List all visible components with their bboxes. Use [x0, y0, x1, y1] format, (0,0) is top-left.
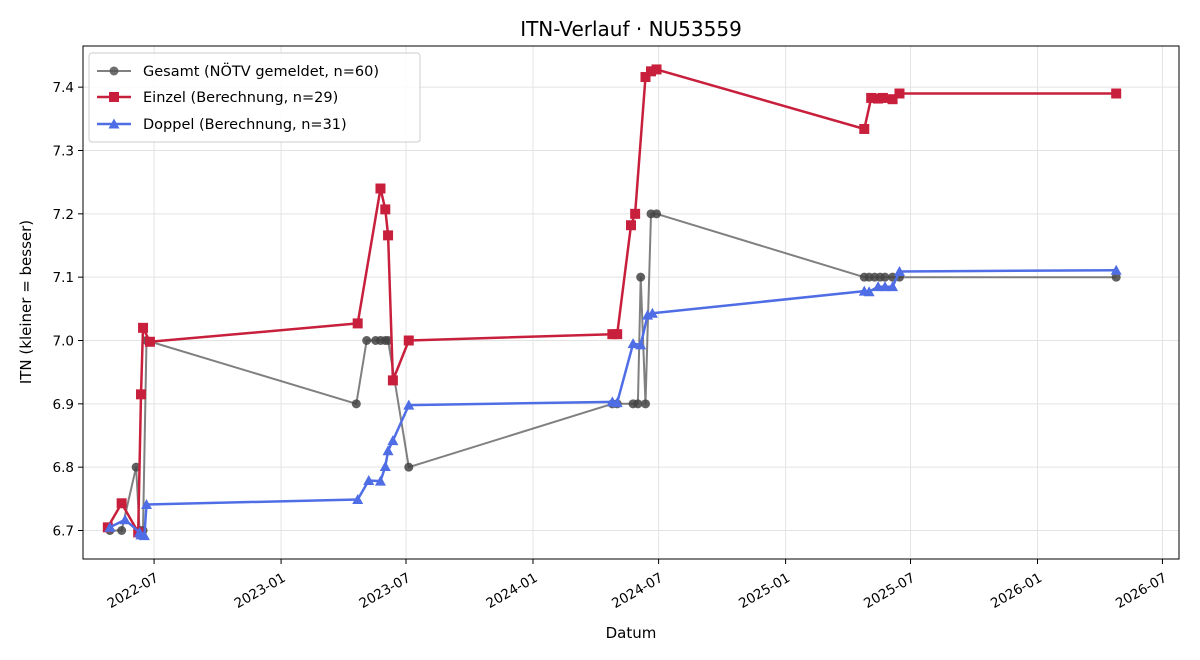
data-point-einzel — [877, 92, 888, 103]
data-point-einzel — [894, 88, 905, 99]
data-point-gesamt — [117, 526, 127, 535]
legend-item-einzel: Einzel (Berechnung, n=29) — [97, 90, 338, 106]
data-point-einzel — [135, 389, 146, 400]
data-point-doppel — [646, 307, 658, 318]
data-point-einzel — [630, 208, 641, 219]
legend-marker-einzel — [109, 92, 119, 102]
y-tick-label: 6.8 — [53, 460, 74, 476]
data-point-doppel — [140, 499, 152, 510]
data-point-gesamt — [636, 272, 646, 282]
legend-item-doppel: Doppel (Berechnung, n=31) — [97, 117, 347, 133]
data-point-gesamt — [633, 399, 643, 409]
y-tick-label: 6.9 — [53, 397, 74, 413]
data-point-doppel — [872, 281, 884, 292]
data-point-gesamt — [362, 336, 372, 345]
plot-frame — [82, 45, 1180, 560]
data-point-doppel — [893, 265, 905, 276]
y-tick-label: 7.2 — [53, 207, 74, 223]
data-point-einzel — [138, 322, 149, 333]
y-axis-label: ITN (kleiner = besser) — [17, 220, 35, 384]
data-point-doppel — [879, 281, 891, 292]
data-point-doppel — [352, 493, 364, 504]
data-point-gesamt — [1111, 272, 1121, 282]
data-point-einzel — [375, 183, 386, 194]
data-point-doppel — [403, 399, 415, 410]
data-point-einzel — [640, 72, 651, 83]
data-point-doppel — [104, 521, 116, 532]
data-point-doppel — [887, 281, 899, 292]
data-point-einzel — [380, 204, 391, 215]
legend: Gesamt (NÖTV gemeldet, n=60) Einzel (Ber… — [88, 52, 421, 143]
data-point-einzel — [352, 318, 363, 329]
data-point-doppel — [382, 445, 394, 456]
y-tick-label: 7.4 — [53, 80, 74, 96]
data-point-gesamt — [640, 399, 650, 409]
data-point-einzel — [144, 336, 155, 347]
data-point-einzel — [859, 123, 870, 134]
y-tick-label: 7.3 — [53, 144, 74, 160]
data-point-gesamt — [404, 462, 414, 472]
data-point-einzel — [403, 335, 414, 346]
data-point-einzel — [866, 92, 877, 103]
y-axis: 6.7 6.8 6.9 7.0 7.1 7.2 7.3 7.4 — [53, 80, 83, 540]
legend-box — [88, 52, 421, 143]
legend-item-gesamt: Gesamt (NÖTV gemeldet, n=60) — [97, 62, 379, 80]
y-tick-label: 6.7 — [53, 524, 74, 540]
data-point-doppel — [138, 530, 150, 541]
data-point-doppel — [1110, 264, 1122, 275]
data-point-einzel — [387, 375, 398, 386]
series-layer — [102, 64, 1122, 541]
y-tick-label: 7.0 — [53, 334, 74, 350]
data-point-einzel — [651, 64, 662, 75]
series-doppel — [104, 264, 1122, 541]
legend-label-einzel: Einzel (Berechnung, n=29) — [143, 90, 338, 106]
x-axis-label: Datum — [606, 624, 657, 642]
data-point-doppel — [627, 338, 639, 349]
data-point-doppel — [374, 475, 386, 486]
legend-label-doppel: Doppel (Berechnung, n=31) — [143, 117, 347, 133]
data-point-doppel — [379, 461, 391, 472]
data-point-einzel — [612, 329, 623, 340]
data-point-einzel — [646, 66, 657, 77]
data-point-doppel — [863, 286, 875, 297]
legend-marker-gesamt — [109, 66, 119, 76]
y-tick-label: 7.1 — [53, 270, 74, 286]
data-point-gesamt — [880, 272, 890, 282]
data-point-doppel — [611, 397, 623, 408]
data-point-doppel — [119, 514, 131, 525]
legend-marker-doppel — [108, 118, 120, 129]
data-point-einzel — [626, 220, 636, 231]
data-point-einzel — [887, 94, 898, 105]
legend-label-gesamt: Gesamt (NÖTV gemeldet, n=60) — [143, 62, 379, 80]
chart-title: ITN-Verlauf · NU53559 — [520, 17, 742, 41]
data-point-einzel — [1111, 88, 1122, 99]
data-point-doppel — [387, 435, 399, 446]
data-point-einzel — [383, 230, 394, 241]
data-point-gesamt — [652, 209, 662, 219]
data-point-doppel — [635, 339, 647, 350]
data-point-gesamt — [351, 399, 361, 409]
data-point-doppel — [363, 474, 375, 485]
data-point-einzel — [116, 498, 127, 509]
